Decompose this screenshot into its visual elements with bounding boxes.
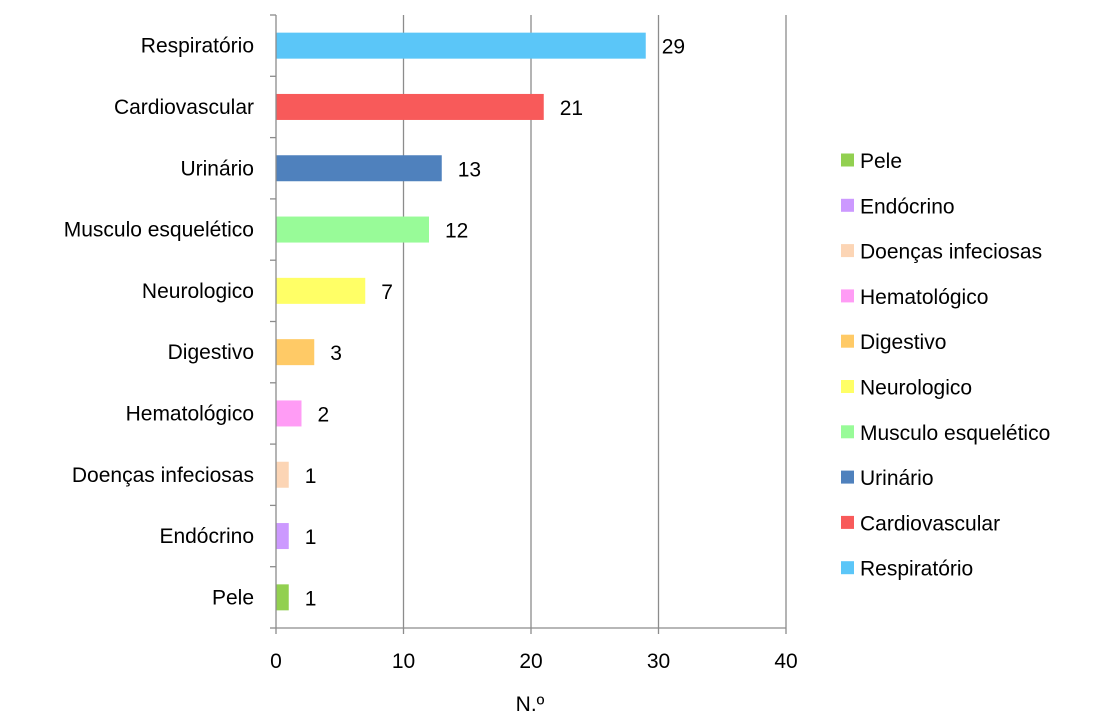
- legend-swatch-hematologico: [841, 289, 854, 303]
- data-label-pele: 1: [305, 587, 317, 610]
- legend-label-digestivo: Digestivo: [860, 331, 946, 354]
- legend-label-respiratorio: Respiratório: [860, 558, 973, 581]
- data-label-cardiovascular: 21: [560, 97, 583, 120]
- category-label-pele: Pele: [212, 586, 254, 609]
- legend-swatch-endocrino: [841, 198, 854, 212]
- bars-layer: [276, 32, 646, 611]
- legend-label-hematologico: Hematológico: [860, 286, 988, 309]
- x-tick-label-0: 0: [270, 650, 282, 673]
- legend-swatch-cardiovascular: [841, 515, 854, 529]
- bar-cardiovascular: [276, 93, 544, 120]
- legend-label-doencas-infeciosas: Doenças infeciosas: [860, 241, 1042, 264]
- data-label-urinario: 13: [458, 158, 481, 181]
- data-label-endocrino: 1: [305, 526, 317, 549]
- category-label-hematologico: Hematológico: [126, 402, 254, 425]
- x-tick-label-20: 20: [519, 650, 542, 673]
- x-axis-title: N.º: [516, 693, 545, 716]
- data-label-respiratorio: 29: [662, 36, 685, 59]
- bar-doencas-infeciosas: [276, 461, 289, 488]
- category-label-cardiovascular: Cardiovascular: [114, 96, 254, 119]
- data-label-digestivo: 3: [330, 342, 342, 365]
- data-label-neurologico: 7: [381, 281, 393, 304]
- x-tick-label-30: 30: [647, 650, 670, 673]
- category-label-musculo-esqueletico: Musculo esquelético: [64, 219, 254, 242]
- legend-label-pele: Pele: [860, 150, 902, 173]
- bar-urinario: [276, 155, 442, 182]
- x-tick-label-10: 10: [392, 650, 415, 673]
- axis-layer: [270, 14, 787, 634]
- legend-swatch-neurologico: [841, 380, 854, 393]
- legend-swatch-musculo-esqueletico: [841, 425, 854, 439]
- category-label-doencas-infeciosas: Doenças infeciosas: [72, 464, 254, 487]
- legend-swatch-urinario: [841, 470, 854, 484]
- bar-musculo-esqueletico: [276, 216, 429, 243]
- category-label-neurologico: Neurologico: [142, 280, 254, 303]
- data-label-musculo-esqueletico: 12: [445, 220, 468, 243]
- legend-swatch-digestivo: [841, 334, 854, 348]
- category-label-digestivo: Digestivo: [168, 341, 254, 364]
- legend-swatch-pele: [841, 153, 854, 167]
- bar-respiratorio: [276, 32, 646, 59]
- x-tick-label-40: 40: [774, 650, 797, 673]
- legend-label-urinario: Urinário: [860, 467, 934, 490]
- legend-swatch-doencas-infeciosas: [841, 244, 854, 258]
- bar-pele: [276, 584, 289, 611]
- legend-label-endocrino: Endócrino: [860, 195, 955, 218]
- legend: Pele Endócrino Doenças infeciosas Hematológ…: [841, 150, 1050, 581]
- bar-digestivo: [276, 339, 315, 366]
- data-label-doencas-infeciosas: 1: [305, 465, 317, 488]
- category-label-endocrino: Endócrino: [159, 525, 254, 548]
- legend-label-neurologico: Neurologico: [860, 377, 972, 400]
- bar-hematologico: [276, 400, 302, 427]
- bar-endocrino: [276, 523, 289, 550]
- data-label-hematologico: 2: [318, 403, 330, 426]
- category-label-urinario: Urinário: [180, 157, 254, 180]
- category-label-respiratorio: Respiratório: [141, 35, 254, 58]
- bar-neurologico: [276, 277, 366, 304]
- legend-label-cardiovascular: Cardiovascular: [860, 512, 1000, 535]
- legend-label-musculo-esqueletico: Musculo esquelético: [860, 422, 1050, 445]
- legend-swatch-respiratorio: [841, 561, 854, 575]
